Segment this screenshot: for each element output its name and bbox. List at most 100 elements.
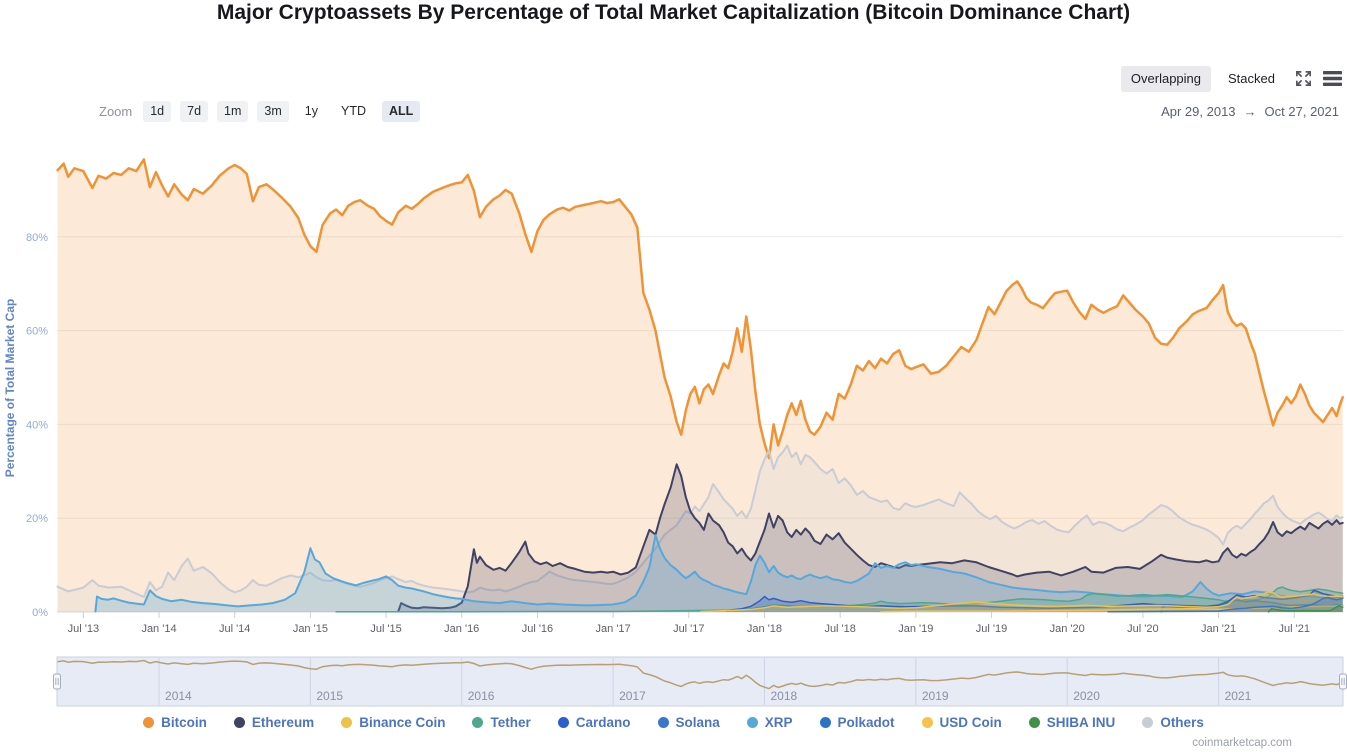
date-range-end[interactable]: Oct 27, 2021 xyxy=(1264,104,1339,119)
legend-label: USD Coin xyxy=(939,715,1002,730)
x-axis: Jul '13 Jan '14 Jul '14 Jan '15 Jul '15 Jan '… xyxy=(68,612,1310,635)
legend-dot-icon xyxy=(1142,717,1154,728)
x-tick-label: Jul '15 xyxy=(370,623,401,635)
series-line-binance-coin xyxy=(700,591,1344,613)
legend-item-bitcoin[interactable]: Bitcoin xyxy=(143,715,207,730)
navigator[interactable]: 2014 2015 2016 2017 2018 2019 2020 2021 xyxy=(53,656,1347,707)
navigator-left-handle[interactable] xyxy=(53,673,61,690)
legend-dot-icon xyxy=(1028,717,1040,728)
legend-dot-icon xyxy=(921,717,933,728)
series-line-polkadot xyxy=(1160,599,1344,613)
navigator-year-label: 2014 xyxy=(165,689,192,703)
navigator-year-label: 2016 xyxy=(468,689,495,703)
hamburger-icon xyxy=(1322,71,1342,87)
legend-item-binance-coin[interactable]: Binance Coin xyxy=(341,715,445,730)
zoom-buttons-group: 1d 7d 1m 3m 1y YTD ALL xyxy=(143,101,421,122)
legend-label: Cardano xyxy=(575,715,631,730)
series-line-others xyxy=(56,444,1344,598)
zoom-button-all[interactable]: ALL xyxy=(382,101,421,122)
legend-dot-icon xyxy=(472,717,484,728)
legend-item-ethereum[interactable]: Ethereum xyxy=(233,715,315,730)
x-tick-label: Jul '20 xyxy=(1127,623,1158,635)
date-range-arrow-icon: → xyxy=(1243,104,1257,119)
x-tick-label: Jan '15 xyxy=(293,623,328,635)
legend-dot-icon xyxy=(657,717,669,728)
y-tick-label: 20% xyxy=(26,513,48,525)
legend-dot-icon xyxy=(143,717,155,728)
zoom-button-3m[interactable]: 3m xyxy=(257,101,289,122)
legend-label: Polkadot xyxy=(837,715,895,730)
legend-dot-icon xyxy=(746,717,758,728)
x-tick-label: Jan '17 xyxy=(596,623,631,635)
series-line-bitcoin xyxy=(56,158,1344,460)
x-tick-label: Jan '18 xyxy=(747,623,782,635)
legend-label: Tether xyxy=(490,715,531,730)
date-range: Apr 29, 2013 → Oct 27, 2021 xyxy=(1161,104,1339,119)
navigator-track[interactable] xyxy=(56,656,1344,707)
handle-grip xyxy=(1339,673,1347,690)
x-tick-label: Jan '14 xyxy=(141,623,176,635)
x-tick-label: Jul '17 xyxy=(673,623,704,635)
x-tick-label: Jul '21 xyxy=(1279,623,1310,635)
navigator-year-label: 2021 xyxy=(1225,689,1252,703)
legend-label: Others xyxy=(1160,715,1204,730)
legend-label: Ethereum xyxy=(251,715,315,730)
legend-label: Solana xyxy=(675,715,720,730)
x-tick-label: Jan '20 xyxy=(1050,623,1085,635)
legend-label: SHIBA INU xyxy=(1046,715,1116,730)
legend-item-xrp[interactable]: XRP xyxy=(746,715,793,730)
legend-item-shiba-inu[interactable]: SHIBA INU xyxy=(1028,715,1116,730)
x-tick-label: Jan '21 xyxy=(1201,623,1236,635)
navigator-year-label: 2018 xyxy=(770,689,797,703)
legend-item-usd-coin[interactable]: USD Coin xyxy=(921,715,1002,730)
y-tick-label: 0% xyxy=(32,607,48,619)
legend-dot-icon xyxy=(557,717,569,728)
x-tick-label: Jan '16 xyxy=(444,623,479,635)
y-tick-label: 60% xyxy=(26,326,48,338)
legend-item-cardano[interactable]: Cardano xyxy=(557,715,631,730)
zoom-button-7d[interactable]: 7d xyxy=(180,101,209,122)
x-tick-label: Jan '19 xyxy=(898,623,933,635)
x-tick-label: Jul '13 xyxy=(68,623,99,635)
x-tick-label: Jul '14 xyxy=(219,623,250,635)
zoom-button-1m[interactable]: 1m xyxy=(217,101,249,122)
legend-item-polkadot[interactable]: Polkadot xyxy=(819,715,895,730)
zoom-button-1y[interactable]: 1y xyxy=(304,104,318,118)
series-area-ethereum xyxy=(398,464,1343,612)
y-tick-label: 40% xyxy=(26,419,48,431)
watermark: coinmarketcap.com xyxy=(1192,737,1292,749)
zoom-button-ytd[interactable]: YTD xyxy=(341,104,366,118)
legend-dot-icon xyxy=(233,717,245,728)
navigator-right-handle[interactable] xyxy=(1339,673,1347,690)
zoom-label: Zoom xyxy=(99,103,133,119)
series-line-shiba-inu xyxy=(1267,605,1344,613)
fullscreen-button[interactable] xyxy=(1292,68,1314,90)
navigator-year-label: 2019 xyxy=(922,689,949,703)
overlapping-button[interactable]: Overlapping xyxy=(1120,66,1212,92)
series-group[interactable] xyxy=(56,158,1344,613)
x-tick-label: Jul '19 xyxy=(976,623,1007,635)
stacked-button[interactable]: Stacked xyxy=(1218,66,1285,92)
legend-label: Bitcoin xyxy=(161,715,207,730)
grid: 0% 20% 40% 60% 80% xyxy=(26,232,1343,619)
legend-item-others[interactable]: Others xyxy=(1142,715,1204,730)
date-range-start[interactable]: Apr 29, 2013 xyxy=(1161,104,1236,119)
legend-label: Binance Coin xyxy=(359,715,446,730)
zoom-presets: Zoom 1d 7d 1m 3m 1y YTD ALL xyxy=(99,101,421,122)
navigator-year-label: 2020 xyxy=(1073,689,1100,703)
page-title: Major Cryptoassets By Percentage of Tota… xyxy=(216,1,1131,24)
legend-item-tether[interactable]: Tether xyxy=(472,715,531,730)
fullscreen-icon xyxy=(1295,71,1311,87)
legend-dot-icon xyxy=(819,717,831,728)
legend-item-solana[interactable]: Solana xyxy=(657,715,720,730)
zoom-button-1d[interactable]: 1d xyxy=(143,101,172,122)
series-line-xrp xyxy=(94,534,1344,613)
series-line-ethereum xyxy=(397,463,1344,613)
legend-label: XRP xyxy=(764,715,793,730)
chart-mode-controls: Overlapping Stacked xyxy=(1120,66,1343,92)
series-area-xrp xyxy=(95,535,1343,612)
chart-menu-button[interactable] xyxy=(1321,68,1343,90)
navigator-series-line xyxy=(57,659,1343,690)
